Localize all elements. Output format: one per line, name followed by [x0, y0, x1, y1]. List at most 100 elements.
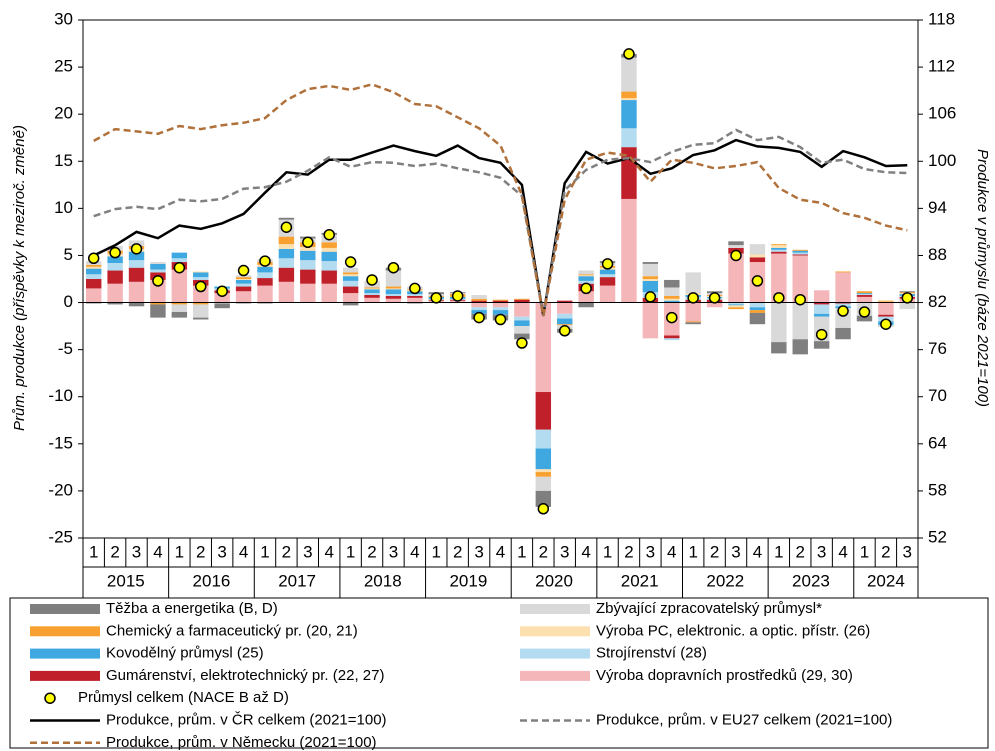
bar-segment — [621, 57, 637, 92]
x-tick-label: 1 — [860, 542, 869, 561]
bar-segment — [471, 295, 487, 299]
x-tick-label: 3 — [217, 542, 226, 561]
bar-segment — [642, 279, 659, 281]
legend-label: Těžba a energetika (B, D) — [106, 600, 278, 617]
bar-segment — [856, 291, 873, 294]
x-group-label: 2024 — [867, 571, 905, 590]
x-tick-label: 3 — [389, 542, 398, 561]
bar-segment — [749, 257, 766, 263]
total-dot — [773, 292, 785, 304]
bar-segment — [706, 302, 723, 308]
total-dot — [708, 292, 721, 304]
bar-segment — [792, 250, 808, 253]
bar-segment — [664, 279, 680, 288]
bar-segment — [150, 262, 166, 264]
total-dot — [323, 228, 335, 241]
bar-segment — [278, 281, 295, 303]
bar-segment — [771, 249, 787, 252]
y2-tick-label: 88 — [928, 245, 947, 264]
x-tick-label: 4 — [324, 542, 333, 561]
bar-segment — [471, 307, 487, 311]
bar-segment — [621, 98, 637, 101]
x-tick-label: 2 — [539, 542, 548, 561]
y-tick-label: -15 — [48, 433, 73, 452]
bar-segment — [128, 251, 145, 261]
bar-segment — [835, 303, 851, 307]
bar-segment — [492, 300, 509, 303]
bar-segment — [578, 280, 594, 284]
bar-segment — [856, 315, 873, 322]
bar-segment — [578, 270, 594, 275]
x-tick-label: 3 — [646, 542, 655, 561]
y2-tick-label: 106 — [928, 104, 956, 123]
bar-segment — [664, 295, 680, 299]
bar-segment — [792, 249, 808, 251]
bar-segment — [642, 280, 659, 293]
x-tick-label: 3 — [817, 542, 826, 561]
bar-segment — [342, 274, 359, 277]
total-dot — [644, 291, 657, 303]
bar-segment — [385, 295, 402, 299]
plot-frame — [82, 19, 919, 539]
line-series — [93, 138, 908, 317]
bar-segment — [728, 304, 744, 306]
x-tick-label: 3 — [132, 542, 141, 561]
total-dot — [623, 48, 635, 60]
total-dot — [280, 221, 293, 233]
bar-segment — [171, 311, 188, 318]
bar-segment — [749, 302, 766, 308]
x-tick-label: 4 — [239, 542, 248, 561]
y2-axis-title: Produkce v průmyslu (báze 2021=100) — [974, 149, 991, 407]
total-dot — [87, 252, 100, 265]
total-dot — [237, 264, 250, 277]
total-dot — [901, 292, 914, 304]
total-dot — [302, 236, 314, 249]
total-dot — [730, 249, 742, 262]
bar-segment — [642, 262, 659, 264]
bar-segment — [128, 267, 145, 282]
bar-segment — [321, 283, 337, 303]
x-tick-label: 2 — [282, 542, 291, 561]
x-tick-label: 4 — [838, 542, 847, 561]
total-dot — [516, 337, 528, 349]
x-tick-label: 2 — [367, 542, 376, 561]
bar-segment — [300, 250, 316, 261]
bar-segment — [728, 302, 744, 305]
bar-segment — [342, 272, 359, 275]
bar-segment — [171, 252, 188, 259]
bar-segment — [193, 271, 209, 273]
x-group-label: 2016 — [193, 571, 231, 590]
y-tick-label: -5 — [58, 339, 73, 358]
bar-segment — [771, 253, 787, 303]
x-tick-label: 1 — [688, 542, 697, 561]
bar-segment — [535, 469, 552, 473]
bar-segment — [107, 262, 123, 271]
y2-tick-label: 118 — [928, 9, 955, 28]
bar-segment — [150, 302, 166, 305]
bar-segment — [792, 302, 808, 340]
bar-segment — [835, 272, 851, 303]
bar-segment — [813, 302, 830, 305]
bar-segment — [685, 322, 701, 325]
total-dot — [195, 280, 207, 293]
total-dot — [558, 325, 571, 337]
total-dot — [601, 258, 614, 270]
bar-segment — [557, 300, 573, 303]
legend-swatch — [30, 670, 100, 681]
bar-segment — [771, 247, 787, 250]
line-series — [93, 128, 908, 317]
bar-segment — [471, 302, 487, 308]
bar-segment — [642, 263, 659, 277]
bar-segment — [193, 317, 209, 320]
bar-segment — [300, 283, 316, 303]
bar-segment — [578, 302, 594, 308]
bar-segment — [85, 288, 102, 303]
bar-segment — [535, 448, 552, 470]
bar-segment — [214, 293, 230, 303]
x-tick-label: 3 — [903, 542, 912, 561]
x-tick-label: 1 — [346, 542, 355, 561]
bar-segment — [235, 279, 252, 284]
bar-segment — [557, 313, 573, 319]
total-dot — [687, 292, 699, 304]
